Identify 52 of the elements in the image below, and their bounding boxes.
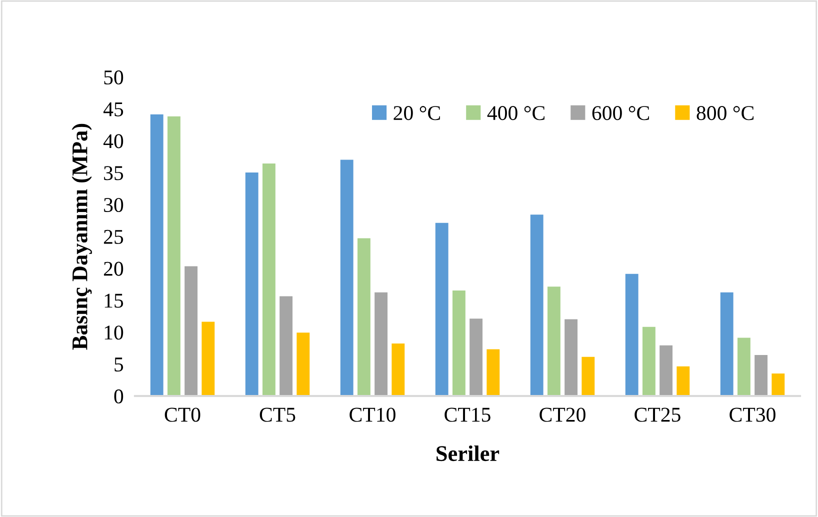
bar [624, 273, 640, 396]
y-tick-label: 40 [103, 134, 124, 148]
bar [530, 214, 544, 396]
bar [580, 356, 596, 396]
bar [150, 114, 164, 396]
bar [244, 172, 260, 396]
bar [434, 222, 450, 396]
y-tick-label: 25 [104, 230, 124, 244]
y-tick-label: 5 [114, 358, 124, 372]
bar [278, 295, 294, 396]
bar [676, 366, 690, 396]
bar [296, 332, 310, 396]
y-axis-title: Basınç Dayanımı (MPa) [72, 124, 92, 350]
bar [770, 372, 786, 396]
y-tick-label: 20 [104, 262, 124, 276]
bar [166, 116, 182, 396]
bar [200, 320, 216, 396]
x-tick-label: CT5 [260, 408, 296, 422]
bar [452, 290, 466, 396]
x-tick-label: CT25 [634, 408, 680, 422]
bar [658, 344, 674, 396]
y-tick-label: 0 [114, 389, 124, 404]
bar [720, 292, 734, 396]
bar [340, 158, 354, 396]
bar [356, 237, 372, 396]
x-axis-title: Seriler [436, 445, 500, 462]
x-tick-label: CT0 [164, 408, 200, 422]
bar [564, 318, 578, 396]
y-tick-label: 10 [104, 326, 124, 340]
legend-label: 20 °C [394, 106, 440, 120]
y-tick-label: 45 [103, 102, 124, 116]
legend-label: 800 °C [696, 106, 754, 120]
legend-label: 600 °C [592, 106, 649, 120]
x-tick-label: CT20 [540, 408, 586, 422]
bar [390, 342, 406, 396]
bar [486, 348, 500, 396]
y-tick-label: 35 [104, 166, 124, 180]
x-tick-label: CT30 [730, 408, 776, 422]
y-tick-label: 50 [104, 70, 124, 84]
bar [754, 354, 768, 396]
bar [736, 336, 752, 396]
bar [546, 286, 562, 396]
bar [468, 318, 484, 396]
y-tick-label: 30 [104, 198, 124, 212]
bar [374, 292, 388, 396]
bar [184, 265, 198, 396]
bar [642, 326, 656, 396]
x-tick-label: CT15 [444, 408, 490, 422]
y-tick-label: 15 [104, 294, 124, 308]
x-tick-label: CT10 [350, 408, 396, 422]
bar [262, 162, 276, 396]
legend-label: 400 °C [487, 106, 544, 120]
